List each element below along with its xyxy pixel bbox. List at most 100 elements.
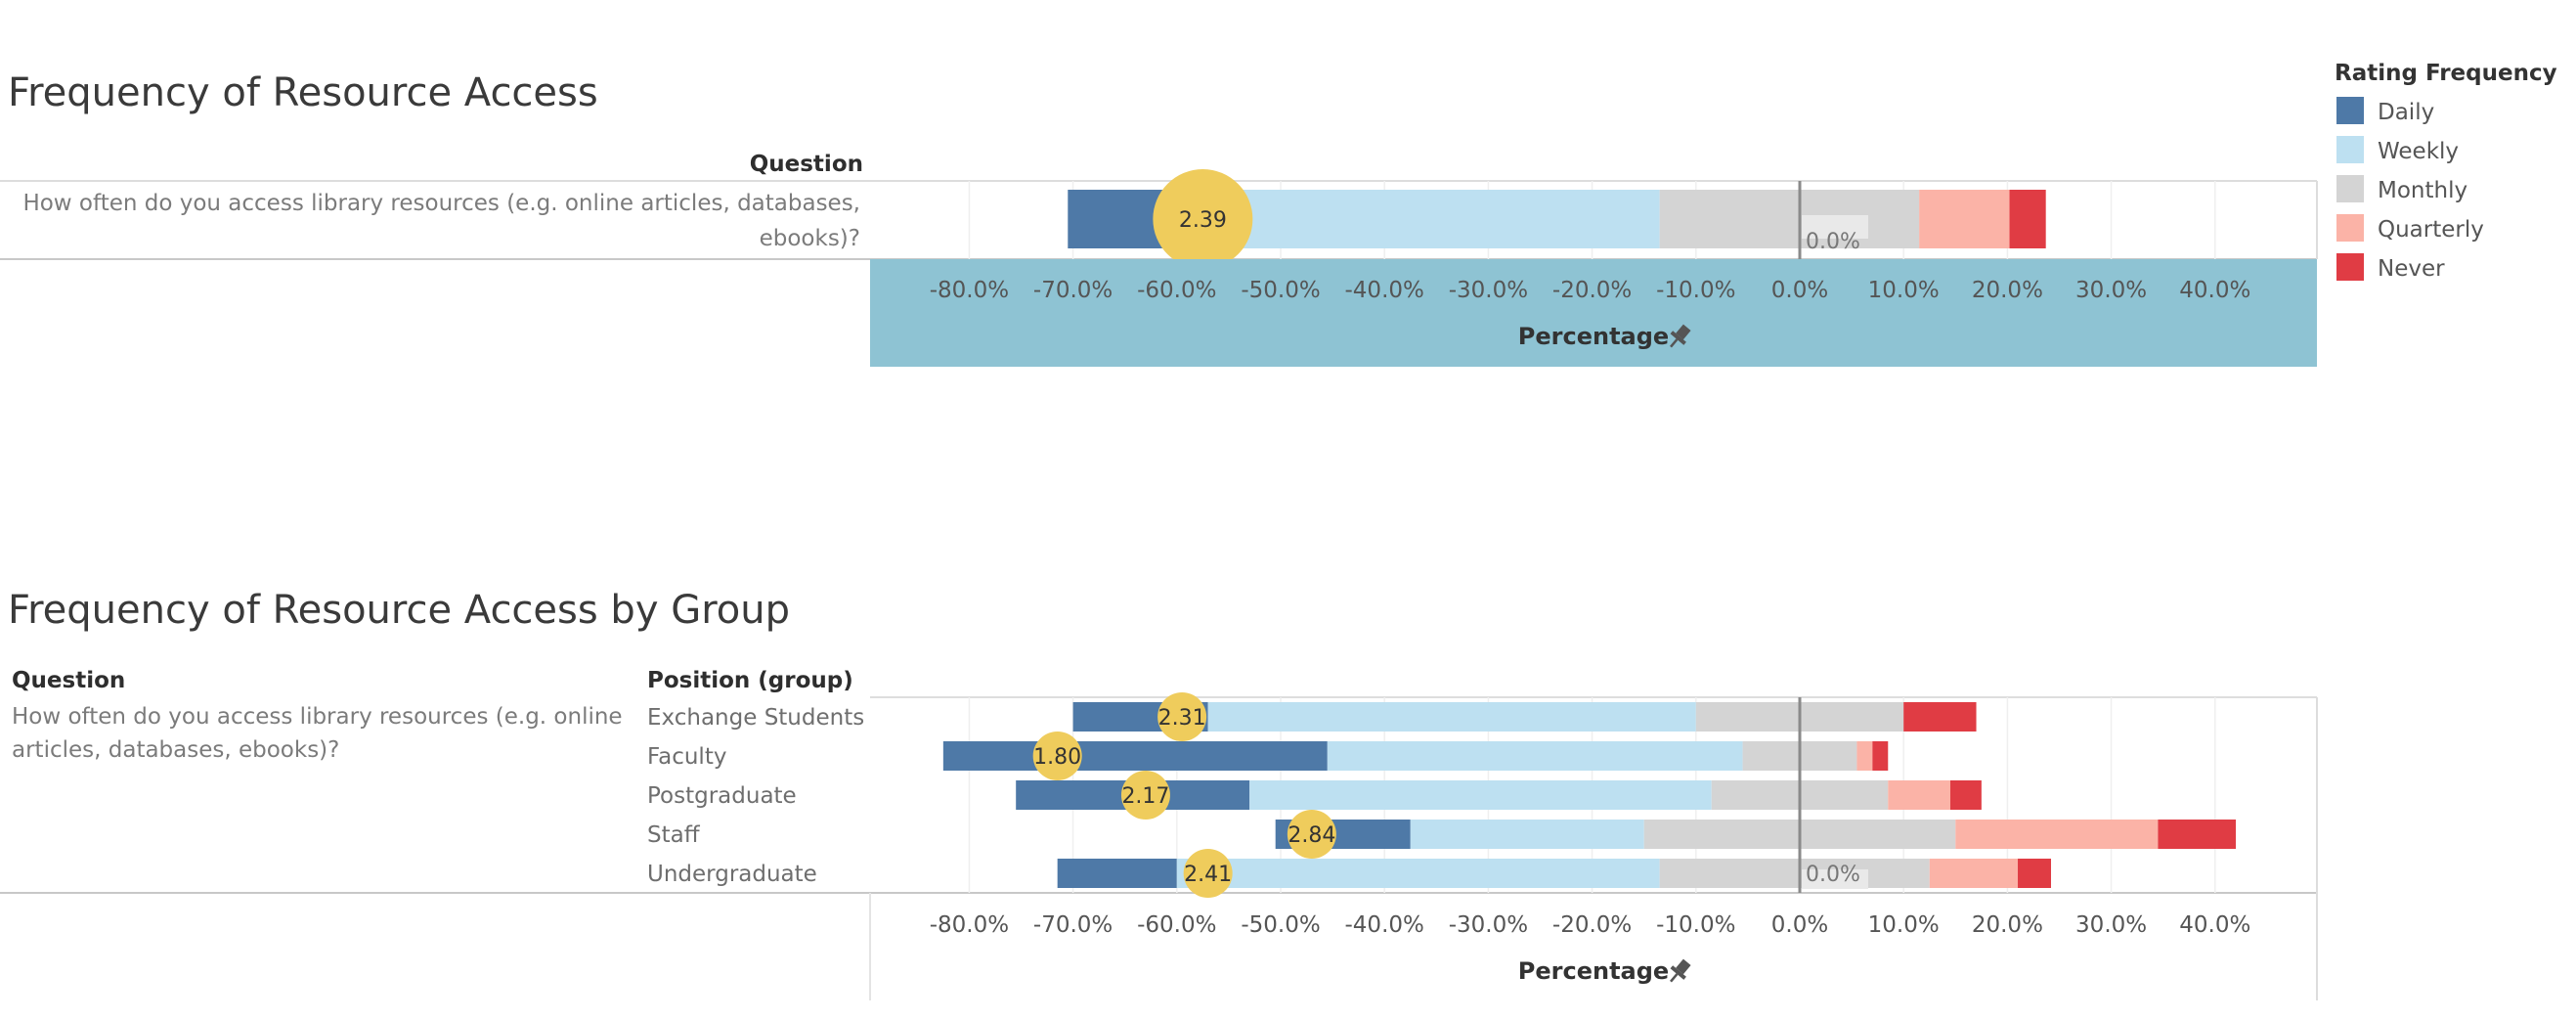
bar-segment-quarterly[interactable] <box>1856 741 1873 771</box>
bar-segment-weekly[interactable] <box>1249 780 1712 810</box>
chart-resource-access-by-group: Frequency of Resource Access by Group Qu… <box>0 588 2318 1000</box>
average-label: 2.41 <box>1184 863 1232 887</box>
bar-segment-weekly[interactable] <box>1410 820 1644 849</box>
group-label: Exchange Students <box>647 705 864 731</box>
legend-item-monthly[interactable]: Monthly <box>2336 175 2467 203</box>
average-label: 1.80 <box>1033 745 1081 770</box>
average-marker[interactable] <box>1120 771 1170 820</box>
legend-swatch <box>2336 253 2364 281</box>
bar-segment-daily[interactable] <box>942 741 1328 771</box>
x-tick-label: -70.0% <box>1033 278 1113 303</box>
legend-label: Never <box>2378 256 2445 282</box>
bar-segment-weekly[interactable] <box>1207 702 1696 732</box>
x-tick-label: 30.0% <box>2075 278 2147 303</box>
bar-segment-quarterly[interactable] <box>1919 190 2010 248</box>
legend-item-weekly[interactable]: Weekly <box>2336 136 2459 164</box>
x-tick-label: -60.0% <box>1137 912 1216 938</box>
axis-band[interactable] <box>870 259 2317 367</box>
question-label-line1: How often do you access library resource… <box>12 704 623 730</box>
bar-row[interactable]: 2.39 <box>1068 169 2046 269</box>
average-marker[interactable] <box>1287 810 1336 859</box>
x-axis-ticks: -80.0% -70.0% -60.0% -50.0% -40.0% -30.0% -20.… <box>930 278 2251 303</box>
legend-item-quarterly[interactable]: Quarterly <box>2336 214 2484 243</box>
average-label: 2.31 <box>1158 706 1206 731</box>
bar-segment-monthly[interactable] <box>1659 859 1930 888</box>
x-axis-title: Percentage <box>1518 957 1669 985</box>
x-tick-label: -20.0% <box>1552 278 1632 303</box>
bar-segment-never[interactable] <box>1903 702 1977 732</box>
bar-segment-never[interactable] <box>1872 741 1889 771</box>
group-label: Staff <box>647 822 701 848</box>
zero-label-box <box>1802 215 1868 239</box>
average-marker[interactable] <box>1153 169 1253 269</box>
pin-icon[interactable] <box>1664 322 1694 352</box>
legend: Rating Frequency Daily Weekly Monthly Quart… <box>2335 61 2557 282</box>
bar-segment-monthly[interactable] <box>1659 190 1920 248</box>
x-axis-title: Percentage <box>1518 323 1669 350</box>
bar-row[interactable]: 2.41 <box>1057 849 2052 898</box>
bar-segment-quarterly[interactable] <box>1929 859 2019 888</box>
legend-item-daily[interactable]: Daily <box>2336 97 2434 125</box>
bar-segment-never[interactable] <box>2009 190 2046 248</box>
bar-segment-weekly[interactable] <box>1171 190 1660 248</box>
x-tick-label: 10.0% <box>1868 912 1940 938</box>
legend-label: Daily <box>2378 100 2434 125</box>
bar-segment-never[interactable] <box>2018 859 2052 888</box>
legend-swatch <box>2336 214 2364 242</box>
x-tick-label: -30.0% <box>1449 278 1528 303</box>
x-tick-label: -60.0% <box>1137 278 1216 303</box>
question-label-line1: How often do you access library resource… <box>22 191 860 216</box>
x-tick-label: -40.0% <box>1345 278 1424 303</box>
x-tick-label: 40.0% <box>2179 278 2250 303</box>
pin-icon[interactable] <box>1664 956 1694 987</box>
bar-row[interactable]: 2.31 <box>1072 692 1977 741</box>
bar-segment-quarterly[interactable] <box>1888 780 1950 810</box>
x-tick-label: -70.0% <box>1033 912 1113 938</box>
bar-stack: 2.39 0.0% <box>1068 169 2046 269</box>
x-tick-label: -20.0% <box>1552 912 1632 938</box>
average-marker[interactable] <box>1183 849 1233 898</box>
x-tick-label: 20.0% <box>1972 278 2043 303</box>
group-header: Position (group) <box>647 668 853 693</box>
question-label-line2: ebooks)? <box>760 226 860 251</box>
question-label-line2: articles, databases, ebooks)? <box>12 737 339 763</box>
bar-segment-weekly[interactable] <box>1176 859 1660 888</box>
legend-swatch <box>2336 175 2364 202</box>
x-tick-label: 20.0% <box>1972 912 2043 938</box>
bar-segment-quarterly[interactable] <box>1955 820 2159 849</box>
bar-row[interactable]: 1.80 <box>942 732 1889 780</box>
bar-segment-never[interactable] <box>1949 780 1982 810</box>
bar-segment-daily[interactable] <box>1057 859 1177 888</box>
x-tick-label: 0.0% <box>1771 278 1828 303</box>
legend-swatch <box>2336 97 2364 124</box>
chart-resource-access: Frequency of Resource Access Question Ho… <box>0 70 2318 367</box>
average-label: 2.84 <box>1288 823 1335 848</box>
average-marker[interactable] <box>1157 692 1207 741</box>
group-label: Undergraduate <box>647 862 817 887</box>
x-tick-label: -80.0% <box>930 912 1009 938</box>
x-tick-label: 40.0% <box>2179 912 2250 938</box>
bar-segment-weekly[interactable] <box>1327 741 1743 771</box>
zero-label: 0.0% <box>1806 230 1860 254</box>
bar-row[interactable]: 2.17 <box>1016 771 1982 820</box>
bar-row[interactable]: 2.84 <box>1275 810 2237 859</box>
average-label: 2.39 <box>1179 208 1227 233</box>
average-marker[interactable] <box>1032 732 1082 780</box>
legend-title: Rating Frequency <box>2335 61 2557 86</box>
x-axis-ticks: -80.0% -70.0% -60.0% -50.0% -40.0% -30.0% -20.… <box>930 912 2251 938</box>
x-tick-label: 30.0% <box>2075 912 2147 938</box>
legend-item-never[interactable]: Never <box>2336 253 2445 282</box>
x-tick-label: -10.0% <box>1656 278 1735 303</box>
zero-label-box <box>1802 869 1868 889</box>
bar-segment-never[interactable] <box>2158 820 2237 849</box>
group-label: Faculty <box>647 744 726 770</box>
x-tick-label: -30.0% <box>1449 912 1528 938</box>
legend-label: Monthly <box>2378 178 2467 203</box>
question-header: Question <box>12 668 125 693</box>
x-tick-label: -50.0% <box>1241 912 1320 938</box>
legend-label: Quarterly <box>2378 217 2484 243</box>
question-header: Question <box>750 152 863 177</box>
chart-title: Frequency of Resource Access by Group <box>8 588 790 633</box>
zero-label: 0.0% <box>1806 863 1860 887</box>
